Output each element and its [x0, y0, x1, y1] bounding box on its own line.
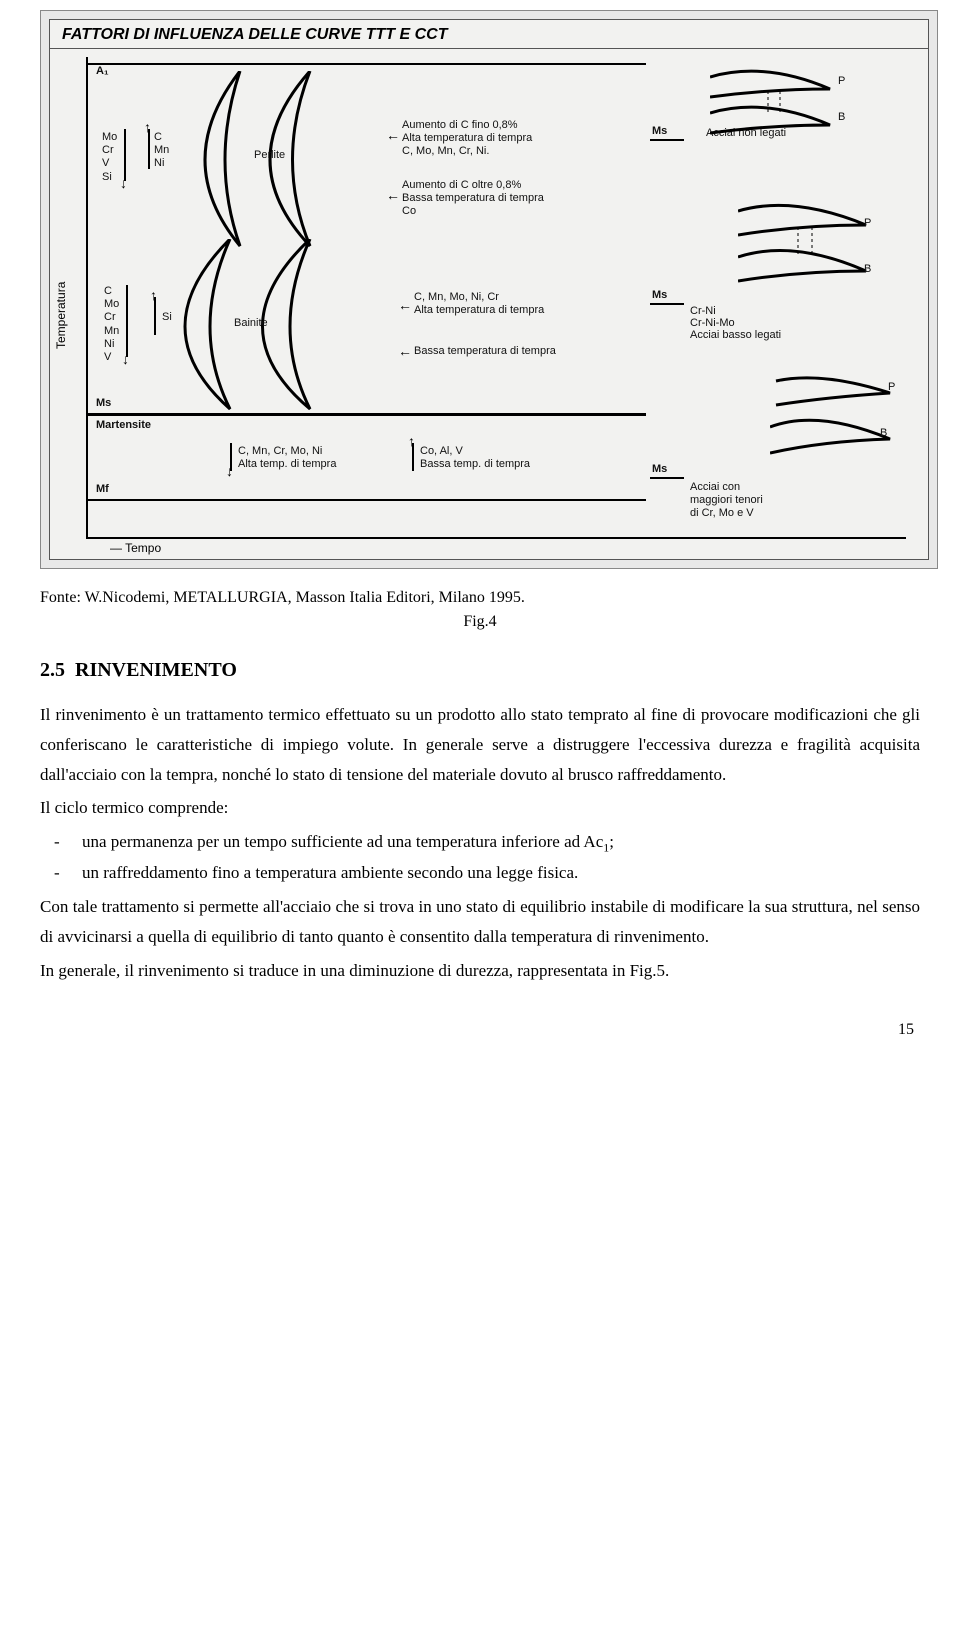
- label-martensite: Martensite: [96, 419, 151, 432]
- ms-line-r2: [650, 303, 684, 305]
- arrow-down-1: ↓: [120, 175, 127, 191]
- arrow-down-2: ↓: [122, 351, 129, 367]
- list-item-text: un raffreddamento fino a temperatura amb…: [82, 858, 578, 888]
- note-mart-left: C, Mn, Cr, Mo, Ni Alta temp. di tempra: [238, 445, 336, 471]
- figure-inner: FATTORI DI INFLUENZA DELLE CURVE TTT E C…: [49, 19, 929, 560]
- group-top-left: Mo Cr V Si: [102, 131, 117, 184]
- label-p2: P: [864, 217, 871, 230]
- x-axis: [86, 537, 906, 539]
- label-b1: B: [838, 111, 845, 124]
- note-pearlite-bot: Aumento di C oltre 0,8% Bassa temperatur…: [402, 179, 544, 219]
- list-dash: -: [40, 858, 82, 888]
- list-item: - una permanenza per un tempo sufficient…: [40, 827, 920, 858]
- label-ms-left: Ms: [96, 397, 111, 410]
- bar3: [126, 285, 128, 357]
- section-number: 2.5: [40, 659, 65, 681]
- figure-citation: Fonte: W.Nicodemi, METALLURGIA, Masson I…: [40, 589, 920, 607]
- figure-title: FATTORI DI INFLUENZA DELLE CURVE TTT E C…: [50, 20, 928, 49]
- pearlite-curves: [180, 71, 400, 251]
- bainite-curves: [160, 239, 400, 419]
- label-p3: P: [888, 381, 895, 394]
- label-perlite: Perlite: [254, 149, 285, 162]
- list-item: - un raffreddamento fino a temperatura a…: [40, 858, 920, 888]
- diagram-area: Temperatura — Tempo A₁ Ms Martensite Mf …: [50, 49, 928, 559]
- arrow-up-2: ↑: [150, 287, 157, 303]
- label-p1: P: [838, 75, 845, 88]
- label-b2: B: [864, 263, 871, 276]
- paragraph-list-intro: Il ciclo termico comprende:: [40, 793, 920, 823]
- label-ms-r1: Ms: [652, 125, 667, 138]
- paragraph-2: Con tale trattamento si permette all'acc…: [40, 892, 920, 952]
- arrow-up-1: ↑: [144, 119, 151, 135]
- label-bainite: Bainite: [234, 317, 268, 330]
- list-dash: -: [40, 827, 82, 858]
- figure-ttt-cct: FATTORI DI INFLUENZA DELLE CURVE TTT E C…: [40, 10, 938, 569]
- label-ms-r3: Ms: [652, 463, 667, 476]
- page-number: 15: [40, 1021, 920, 1039]
- group-top-mid: C Mn Ni: [154, 131, 169, 171]
- section-title: RINVENIMENTO: [75, 659, 237, 681]
- note-r3: Acciai con maggiori tenori di Cr, Mo e V: [690, 481, 763, 521]
- arrow-up-3: ↑: [408, 433, 415, 449]
- arrow-down-3: ↓: [226, 463, 233, 479]
- paragraph-3: In generale, il rinvenimento si traduce …: [40, 956, 920, 986]
- group-mid-left: C Mo Cr Mn Ni V: [104, 285, 119, 364]
- label-mf: Mf: [96, 483, 109, 496]
- label-a1: A₁: [96, 65, 109, 78]
- line-a1: [86, 63, 646, 65]
- note-r2c: Acciai basso legati: [690, 329, 781, 342]
- label-b3: B: [880, 427, 887, 440]
- section-heading: 2.5 RINVENIMENTO: [40, 659, 920, 682]
- x-axis-label: — Tempo: [110, 541, 161, 555]
- figure-caption: Fig.4: [40, 613, 920, 631]
- y-axis-label: Temperatura: [54, 282, 68, 349]
- line-mf: [86, 499, 646, 501]
- bar1: [124, 129, 126, 181]
- arrow-r1: ←: [386, 127, 400, 143]
- note-bainite-top: C, Mn, Mo, Ni, Cr Alta temperatura di te…: [414, 291, 544, 317]
- arrow-r3: ←: [398, 297, 412, 313]
- group-mid-si: Si: [162, 311, 172, 324]
- list: - una permanenza per un tempo sufficient…: [40, 827, 920, 888]
- note-pearlite-top: Aumento di C fino 0,8% Alta temperatura …: [402, 119, 532, 159]
- y-axis: [86, 57, 88, 537]
- curves-r2: [738, 199, 888, 309]
- arrow-r2: ←: [386, 187, 400, 203]
- label-ms-r2: Ms: [652, 289, 667, 302]
- note-bainite-bot: Bassa temperatura di tempra: [414, 345, 556, 358]
- paragraph-1: Il rinvenimento è un trattamento termico…: [40, 700, 920, 789]
- arrow-r4: ←: [398, 343, 412, 359]
- list-item-text: una permanenza per un tempo sufficiente …: [82, 827, 614, 858]
- ms-line-r3: [650, 477, 684, 479]
- bar2: [148, 129, 150, 169]
- ms-line-r1: [650, 139, 684, 141]
- note-mart-right: Co, Al, V Bassa temp. di tempra: [420, 445, 530, 471]
